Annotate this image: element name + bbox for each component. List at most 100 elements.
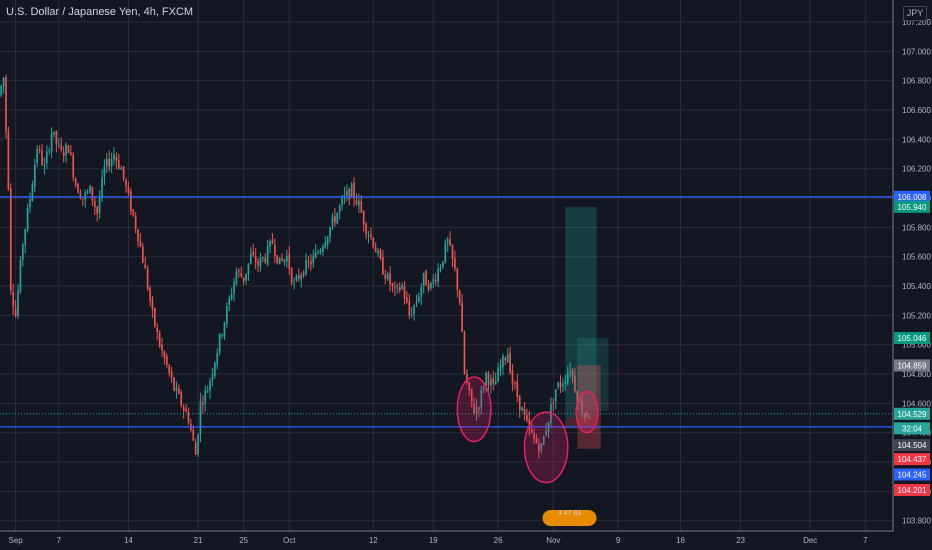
candle-body: [581, 401, 583, 415]
candle: [526, 408, 528, 423]
candle-body: [358, 200, 360, 206]
candle: [552, 397, 555, 412]
candle-body: [230, 294, 233, 299]
candle: [324, 236, 327, 249]
candle-body: [175, 388, 178, 391]
candle-body: [487, 373, 490, 386]
candle-body: [545, 431, 547, 435]
candle: [60, 137, 63, 153]
time-tick-label: 7: [863, 536, 868, 545]
candle: [127, 181, 130, 197]
candle-body: [192, 429, 195, 441]
candle-body: [290, 268, 293, 283]
candle-body: [389, 273, 391, 285]
label-bg: [894, 407, 930, 420]
candle-body: [149, 287, 151, 301]
candle: [398, 282, 401, 294]
candles: [0, 74, 591, 459]
candle: [410, 307, 413, 318]
candle: [12, 283, 15, 316]
candle: [326, 235, 329, 250]
candle-body: [134, 215, 137, 229]
candle: [389, 266, 391, 292]
candle-body: [401, 285, 403, 289]
candle-body: [238, 270, 240, 272]
candle-body: [360, 200, 363, 213]
candle-body: [317, 252, 319, 254]
candle-body: [125, 179, 127, 187]
candle-body: [463, 332, 466, 374]
candle: [26, 203, 29, 233]
candle-body: [367, 234, 370, 236]
candle-body: [574, 375, 576, 392]
candle-body: [322, 246, 324, 252]
price-tick-label: 106.400: [902, 135, 931, 144]
candle-body: [252, 251, 255, 256]
candle: [310, 253, 312, 271]
candle: [394, 281, 396, 297]
candle: [355, 193, 358, 206]
label-text: 32:04: [902, 424, 923, 433]
candle-body: [245, 273, 247, 281]
candle: [343, 186, 346, 205]
candle: [530, 422, 533, 434]
candle-body: [514, 382, 516, 385]
candle-body: [14, 308, 17, 317]
candle: [254, 248, 257, 270]
currency-button[interactable]: JPY: [903, 6, 927, 21]
candle-body: [26, 207, 29, 231]
candle-body: [264, 257, 267, 263]
candle: [319, 248, 322, 255]
candle: [62, 146, 65, 163]
candle-body: [91, 187, 94, 201]
candle-body: [77, 183, 79, 194]
candle: [264, 253, 267, 265]
candle-body: [439, 267, 442, 271]
candle-body: [60, 145, 63, 151]
price-tick-label: 105.200: [902, 311, 931, 320]
candle-body: [437, 268, 439, 283]
candle-body: [158, 332, 161, 347]
candle: [14, 299, 17, 318]
candle-body: [403, 286, 406, 299]
target-label-2: 105.046: [894, 331, 930, 344]
candle: [235, 267, 238, 286]
candle-body: [552, 402, 555, 404]
price-tick-label: 103.800: [902, 517, 931, 526]
candle-body: [103, 166, 106, 178]
candle-body: [67, 145, 70, 153]
candle: [454, 250, 456, 272]
time-tick-label: 9: [616, 536, 621, 545]
candle: [386, 271, 389, 281]
time-tick-label: Nov: [546, 536, 560, 545]
candle: [120, 165, 123, 170]
candle: [103, 159, 106, 186]
candle-body: [338, 205, 341, 213]
candle: [475, 398, 478, 421]
candle: [161, 337, 163, 357]
candle: [156, 322, 159, 341]
candle-body: [454, 258, 456, 269]
candle-body: [216, 352, 219, 365]
candle: [259, 252, 262, 272]
candle-body: [490, 379, 492, 386]
candle-body: [312, 255, 315, 263]
candle: [129, 188, 132, 216]
time-tick-label: 12: [369, 536, 378, 545]
candle: [48, 147, 51, 155]
high-label: 104.859: [894, 359, 930, 372]
candle: [487, 371, 490, 393]
candle: [257, 258, 259, 273]
candle-body: [427, 284, 430, 290]
candle: [312, 249, 315, 269]
candle-body: [9, 188, 12, 291]
candle-body: [406, 297, 408, 303]
candle-body: [449, 239, 451, 246]
candle-body: [170, 371, 173, 379]
candle-body: [62, 152, 65, 157]
candle: [223, 321, 226, 341]
candle-body: [98, 198, 101, 214]
candle: [456, 267, 459, 298]
candle-body: [319, 250, 322, 254]
